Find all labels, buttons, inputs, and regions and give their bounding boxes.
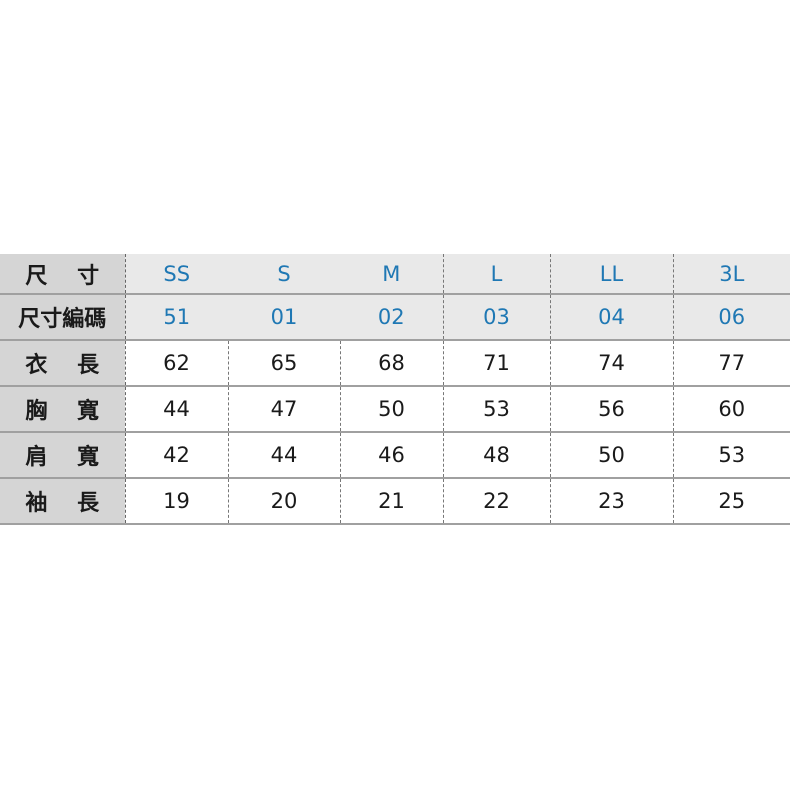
- cell: 23: [549, 478, 673, 525]
- cell: 53: [672, 432, 790, 479]
- row-label: 袖 長: [0, 478, 126, 525]
- cell: 71: [442, 340, 550, 387]
- cell: 68: [339, 340, 443, 387]
- cell: 74: [549, 340, 673, 387]
- size-header-row: 尺 寸 SS S M L LL 3L: [0, 254, 790, 295]
- cell: 22: [442, 478, 550, 525]
- size-code: 01: [228, 294, 340, 341]
- cell: 20: [227, 478, 340, 525]
- cell: 56: [549, 386, 673, 433]
- size-header: SS: [125, 254, 228, 295]
- size-code: 02: [340, 294, 443, 341]
- table-row: 胸 寬 44 47 50 53 56 60: [0, 386, 790, 433]
- table-row: 袖 長 19 20 21 22 23 25: [0, 478, 790, 525]
- cell: 19: [124, 478, 228, 525]
- size-header: LL: [549, 254, 673, 295]
- size-code: 03: [442, 294, 550, 341]
- cell: 77: [672, 340, 790, 387]
- cell: 62: [124, 340, 228, 387]
- cell: 48: [442, 432, 550, 479]
- cell: 21: [339, 478, 443, 525]
- row-label: 肩 寬: [0, 432, 126, 479]
- cell: 42: [124, 432, 228, 479]
- size-code: 06: [672, 294, 790, 341]
- size-header: L: [442, 254, 550, 295]
- size-code: 51: [125, 294, 228, 341]
- cell: 44: [227, 432, 340, 479]
- cell: 47: [227, 386, 340, 433]
- size-chart-table: 尺 寸 SS S M L LL 3L 尺寸編碼 51 01 02 03 04 0…: [0, 254, 790, 525]
- size-header: M: [340, 254, 443, 295]
- cell: 44: [124, 386, 228, 433]
- table-row: 肩 寬 42 44 46 48 50 53: [0, 432, 790, 479]
- size-code-label: 尺寸編碼: [0, 294, 126, 341]
- cell: 53: [442, 386, 550, 433]
- row-label: 衣 長: [0, 340, 126, 387]
- size-header: S: [228, 254, 340, 295]
- size-label: 尺 寸: [0, 254, 126, 295]
- size-header: 3L: [672, 254, 790, 295]
- table-row: 衣 長 62 65 68 71 74 77: [0, 340, 790, 387]
- cell: 46: [339, 432, 443, 479]
- cell: 50: [339, 386, 443, 433]
- cell: 60: [672, 386, 790, 433]
- cell: 25: [672, 478, 790, 525]
- cell: 65: [227, 340, 340, 387]
- size-code: 04: [549, 294, 673, 341]
- size-code-row: 尺寸編碼 51 01 02 03 04 06: [0, 294, 790, 341]
- row-label: 胸 寬: [0, 386, 126, 433]
- cell: 50: [549, 432, 673, 479]
